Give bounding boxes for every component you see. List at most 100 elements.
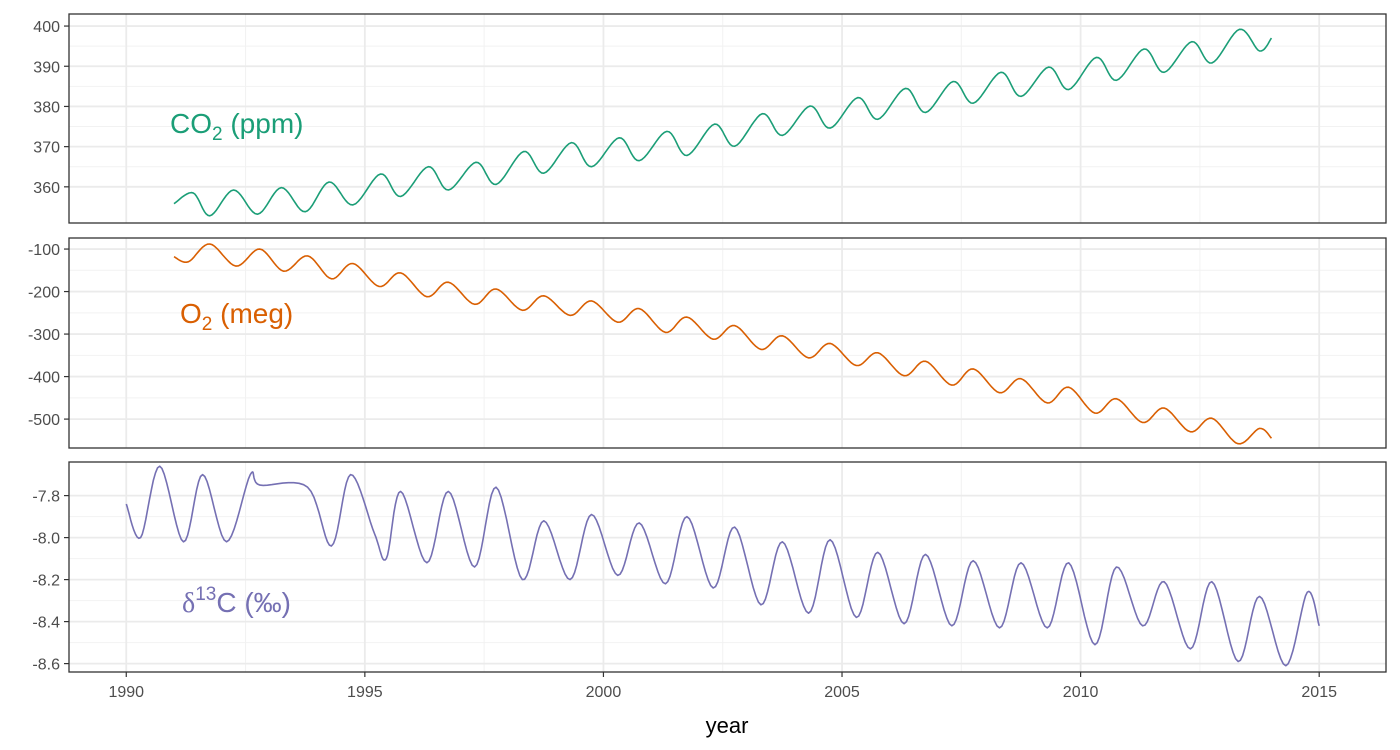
y-tick-label: -300 [28,327,60,344]
data-point-d13c [1211,581,1213,583]
data-point-o2 [173,256,175,258]
data-point-d13c [159,465,161,467]
data-point-d13c [782,541,784,543]
data-point-o2 [448,281,450,283]
data-point-d13c [686,516,688,518]
x-tick-label: 2000 [586,684,622,701]
data-point-d13c [638,522,640,524]
data-point-o2 [665,332,667,334]
data-point-d13c [448,491,450,493]
data-point-co2 [1191,41,1193,43]
data-point-d13c [903,623,905,625]
data-point-d13c [569,579,571,581]
data-point-d13c [426,562,428,564]
data-point-d13c [925,554,927,556]
data-point-co2 [952,81,954,83]
data-point-co2 [762,113,764,115]
data-point-co2 [352,204,354,206]
y-tick-label: 360 [33,180,60,197]
data-point-co2 [1020,96,1022,98]
data-point-o2 [474,304,476,306]
data-point-co2 [1048,66,1050,68]
data-point-d13c [1237,661,1239,663]
panel-o2: -500 -400 -300 -200 -100 O2 (meg) [28,237,1387,449]
x-axis-title: year [706,713,749,738]
data-point-o2 [617,321,619,323]
data-point-o2 [638,308,640,310]
data-point-d13c [331,545,333,547]
data-point-o2 [782,335,784,337]
data-point-d13c [183,541,185,543]
data-point-co2 [1239,29,1241,31]
data-point-o2 [877,352,879,354]
data-point-o2 [1190,431,1192,433]
data-point-co2 [1000,72,1002,74]
data-point-o2 [569,315,571,317]
data-point-d13c [259,484,261,486]
data-point-co2 [686,155,688,157]
data-point-d13c [712,587,714,589]
data-point-o2 [400,272,402,274]
data-point-d13c [1259,596,1261,598]
data-point-co2 [877,119,879,121]
data-point-co2 [809,105,811,107]
data-point-co2 [400,196,402,198]
data-point-co2 [1211,62,1213,64]
data-point-d13c [126,503,128,505]
data-point-d13c [1020,562,1022,564]
x-tick-label: 1990 [108,684,144,701]
data-point-d13c [1318,625,1320,627]
data-point-d13c [250,474,252,476]
data-point-o2 [209,243,211,245]
panels-layer: 360 370 380 390 400 CO2 (ppm) -500 -400 -300 -200… [28,13,1387,674]
data-point-co2 [972,102,974,104]
panel-label-co2: CO2 (ppm) [170,108,303,145]
panel-d13c: -8.6 -8.4 -8.2 -8.0 -7.8 δ13C (‰) [32,461,1387,674]
data-point-o2 [951,384,953,386]
data-point-d13c [543,520,545,522]
data-point-co2 [591,166,593,168]
data-point-co2 [257,213,259,215]
data-point-co2 [233,189,235,191]
data-point-d13c [495,486,497,488]
series-line-o2 [173,243,1273,445]
y-tick-label: 370 [33,140,60,157]
data-point-co2 [714,123,716,125]
series-line-co2 [173,28,1273,217]
data-point-co2 [448,189,450,191]
data-point-co2 [571,142,573,144]
x-tick-label: 1995 [347,684,383,701]
data-point-co2 [281,187,283,189]
data-point-d13c [972,560,974,562]
data-point-o2 [686,316,688,318]
x-axis: 1990 1995 2000 2005 2010 2015 [108,672,1337,701]
data-point-d13c [226,541,228,543]
data-point-o2 [1020,378,1022,380]
data-point-o2 [925,361,927,363]
x-tick-label: 2010 [1063,684,1099,701]
data-point-d13c [1163,581,1165,583]
y-tick-label: -500 [28,412,60,429]
data-point-o2 [591,300,593,302]
data-point-d13c [877,552,879,554]
data-point-o2 [235,265,237,267]
data-point-o2 [543,295,545,297]
data-point-o2 [972,368,974,370]
data-point-co2 [304,211,306,213]
y-tick-label: 400 [33,19,60,36]
data-point-o2 [307,255,309,257]
data-point-d13c [350,474,352,476]
data-point-d13c [307,486,309,488]
data-point-d13c [808,612,810,614]
data-point-co2 [638,160,640,162]
data-point-o2 [760,349,762,351]
data-point-co2 [428,166,430,168]
panel-border [68,13,1387,224]
data-point-o2 [283,270,285,272]
data-point-co2 [1163,72,1165,74]
y-tick-label: 380 [33,99,60,116]
data-point-co2 [829,127,831,129]
panel-label-o2: O2 (meg) [180,298,293,335]
y-tick-label: -200 [28,285,60,302]
